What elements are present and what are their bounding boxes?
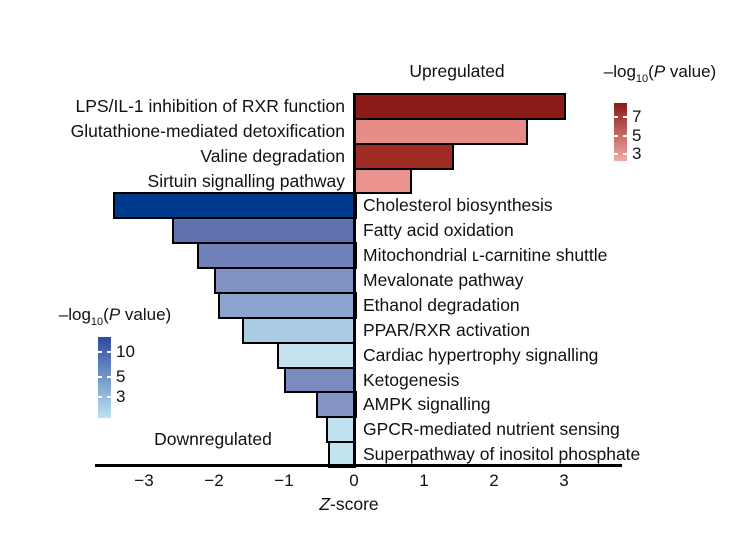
bar-label: Ethanol degradation xyxy=(363,295,520,315)
legend-tick-label: 7 xyxy=(632,107,642,126)
legend-title-p-italic: P xyxy=(653,62,666,81)
bar-label: Mitochondrial ʟ-carnitine shuttle xyxy=(363,245,608,265)
zero-axis-line xyxy=(353,93,355,466)
x-axis-tick-label: 3 xyxy=(559,471,569,490)
legend-title-downregulated: –log10(P value) xyxy=(15,305,215,329)
bar xyxy=(326,416,356,443)
legend-title-text: –log xyxy=(603,62,636,81)
legend-tick-notch xyxy=(107,396,111,398)
bar-label: Mevalonate pathway xyxy=(363,270,524,290)
legend-title-paren: ( xyxy=(648,62,654,81)
bar-label: LPS/IL-1 inhibition of RXR function xyxy=(75,96,345,116)
bar xyxy=(277,342,356,369)
bar-label: AMPK signalling xyxy=(363,394,491,414)
legend-tick-label: 3 xyxy=(632,144,642,163)
bar-label: Valine degradation xyxy=(200,146,345,166)
legend-tick-notch xyxy=(98,351,102,353)
legend-title-p-italic: P xyxy=(108,305,121,324)
bar-label: GPCR-mediated nutrient sensing xyxy=(363,419,620,439)
bar xyxy=(316,391,357,418)
bar-label: Superpathway of inositol phosphate xyxy=(363,444,641,464)
x-axis-tick-label: 0 xyxy=(349,471,359,490)
bar xyxy=(354,118,528,145)
legend-tick-notch xyxy=(623,116,627,118)
bar-label: Cholesterol biosynthesis xyxy=(363,195,553,215)
bar-label: Ketogenesis xyxy=(363,370,460,390)
x-axis-title-rest: -score xyxy=(330,494,379,514)
bar-label: Fatty acid oxidation xyxy=(363,220,514,240)
bar xyxy=(197,242,357,269)
bar xyxy=(284,367,356,393)
legend-title-subscript: 10 xyxy=(90,316,104,329)
x-axis-tick-label: 2 xyxy=(489,471,499,490)
x-axis-title: Z-score xyxy=(249,494,449,515)
bar-label: Sirtuin signalling pathway xyxy=(147,171,345,191)
x-axis-tick-label: 1 xyxy=(419,471,429,490)
x-axis-tick-label: −1 xyxy=(274,471,294,490)
legend-tick-label: 5 xyxy=(116,367,126,386)
bar xyxy=(172,217,356,244)
legend-title-paren: ( xyxy=(103,305,109,324)
legend-tick-label: 5 xyxy=(632,126,642,145)
legend-tick-notch xyxy=(623,153,627,155)
legend-tick-notch xyxy=(98,396,102,398)
bar-label: PPAR/RXR activation xyxy=(363,320,530,340)
bar xyxy=(242,317,356,344)
upregulated-section-label: Upregulated xyxy=(409,61,505,81)
legend-tick-notch xyxy=(107,351,111,353)
bar-label: Cardiac hypertrophy signalling xyxy=(363,345,599,365)
legend-title-upregulated: –log10(P value) xyxy=(560,62,750,86)
legend-title-subscript: 10 xyxy=(635,73,649,86)
legend-tick-notch xyxy=(614,135,618,137)
legend-tick-notch xyxy=(107,376,111,378)
legend-tick-notch xyxy=(614,116,618,118)
legend-tick-label: 10 xyxy=(116,342,135,361)
bar-label: Glutathione-mediated detoxification xyxy=(70,121,345,141)
legend-title-rest: value) xyxy=(120,305,172,324)
bar xyxy=(218,292,357,319)
legend-tick-notch xyxy=(623,135,627,137)
x-axis-tick-label: −2 xyxy=(204,471,224,490)
downregulated-section-label: Downregulated xyxy=(154,429,272,449)
legend-tick-notch xyxy=(98,376,102,378)
bar xyxy=(113,192,357,219)
bar xyxy=(354,143,454,170)
x-axis-tick-label: −3 xyxy=(134,471,154,490)
legend-title-rest: value) xyxy=(665,62,717,81)
bar xyxy=(214,267,356,294)
x-axis-title-italic: Z xyxy=(319,494,331,514)
bar xyxy=(354,168,412,194)
legend-tick-notch xyxy=(614,153,618,155)
bar xyxy=(354,93,566,120)
x-axis-line xyxy=(95,464,622,467)
bar xyxy=(328,441,356,468)
legend-tick-label: 3 xyxy=(116,387,126,406)
legend-title-text: –log xyxy=(58,305,91,324)
